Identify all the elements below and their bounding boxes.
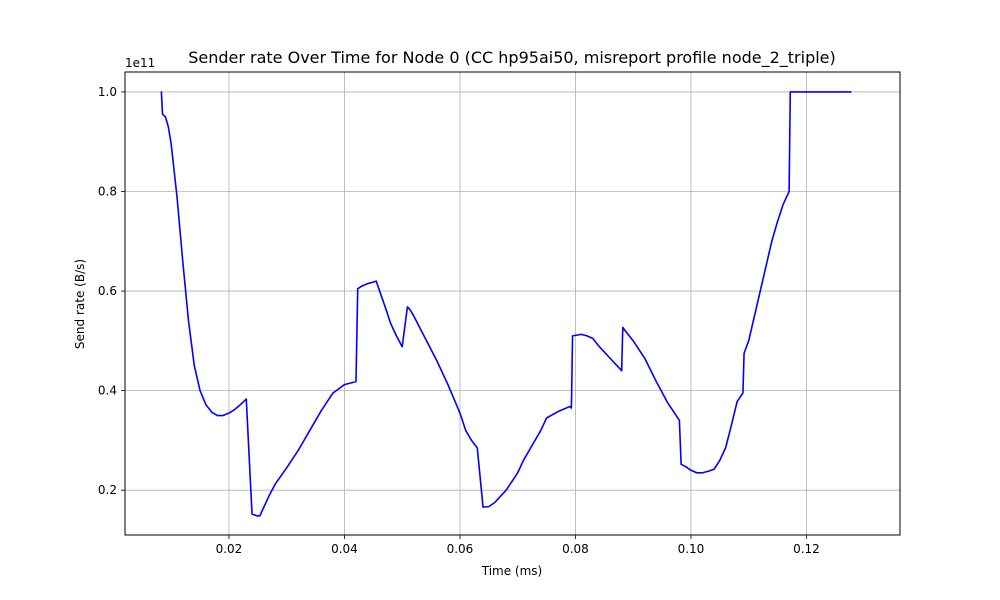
y-axis: 0.2 0.4 0.6 0.8 1.0	[98, 85, 125, 497]
grid	[125, 72, 900, 535]
chart-title: Sender rate Over Time for Node 0 (CC hp9…	[188, 48, 836, 68]
series-line	[160, 91, 852, 517]
y-tick-label: 0.4	[98, 384, 117, 398]
x-tick-label: 0.04	[331, 542, 358, 556]
x-tick-label: 0.06	[447, 542, 474, 556]
x-tick-label: 0.12	[793, 542, 820, 556]
x-axis-label: Time (ms)	[481, 564, 543, 578]
plot-frame	[124, 71, 901, 536]
series-layer	[160, 91, 852, 517]
y-tick-label: 0.6	[98, 284, 117, 298]
y-axis-label: Send rate (B/s)	[73, 259, 87, 349]
x-tick-label: 0.02	[216, 542, 243, 556]
y-offset-label: 1e11	[125, 56, 155, 70]
y-tick-label: 0.2	[98, 483, 117, 497]
y-tick-label: 0.8	[98, 184, 117, 198]
y-tick-label: 1.0	[98, 85, 117, 99]
x-tick-label: 0.10	[678, 542, 705, 556]
x-tick-label: 0.08	[562, 542, 589, 556]
x-axis: 0.02 0.04 0.06 0.08 0.10 0.12	[216, 535, 820, 556]
